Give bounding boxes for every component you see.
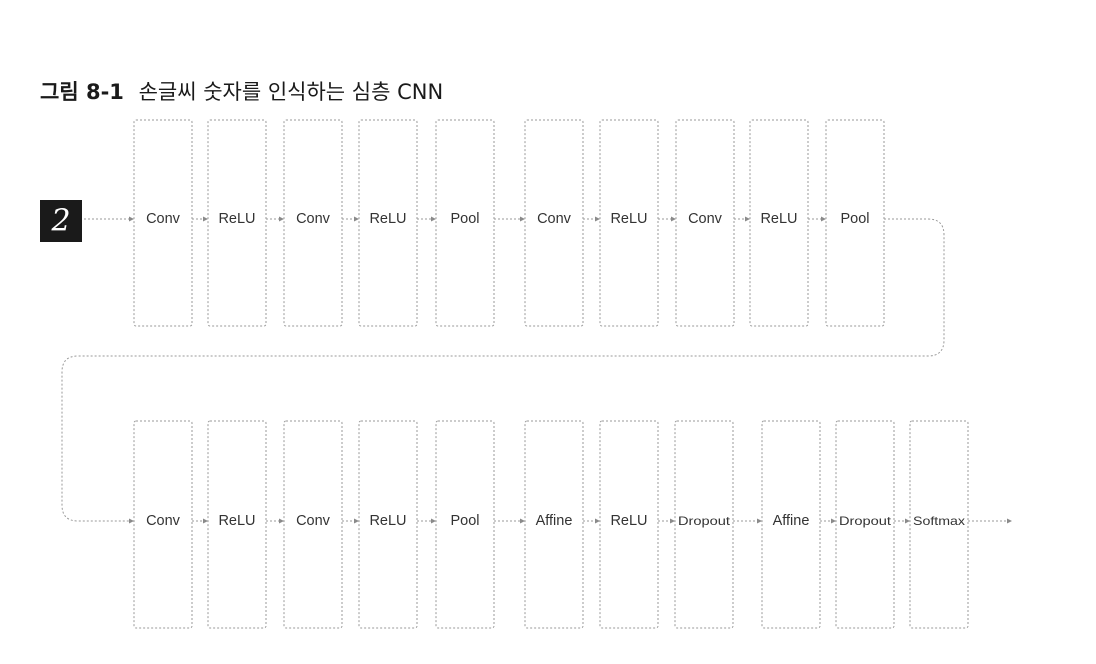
arrow-head bbox=[595, 518, 600, 524]
layer-dropout: Dropout bbox=[674, 420, 734, 629]
arrow-head bbox=[905, 518, 910, 524]
layer-box bbox=[599, 119, 659, 327]
arrow-head bbox=[431, 216, 436, 222]
arrow-head bbox=[279, 518, 284, 524]
figure-caption: 그림 8-1 손글씨 숫자를 인식하는 심층 CNN bbox=[40, 76, 443, 106]
layer-box bbox=[524, 119, 584, 327]
layer-relu: ReLU bbox=[207, 119, 267, 327]
arrow-head bbox=[354, 518, 359, 524]
input-arrow-head bbox=[129, 216, 134, 222]
layer-label: Conv bbox=[688, 211, 723, 227]
layer-box bbox=[435, 119, 495, 327]
layer-relu: ReLU bbox=[358, 119, 418, 327]
layer-box bbox=[283, 119, 343, 327]
layer-label: ReLU bbox=[369, 211, 406, 227]
layer-relu: ReLU bbox=[599, 420, 659, 629]
arrow-head bbox=[203, 216, 208, 222]
layer-pool: Pool bbox=[435, 119, 495, 327]
layer-label: Conv bbox=[146, 513, 181, 529]
layer-dropout: Dropout bbox=[835, 420, 895, 629]
layer-label: ReLU bbox=[610, 513, 647, 529]
arrow-head bbox=[520, 216, 525, 222]
layer-box bbox=[835, 420, 895, 629]
layer-box bbox=[761, 420, 821, 629]
layer-relu: ReLU bbox=[358, 420, 418, 629]
layer-label: Pool bbox=[450, 211, 479, 227]
layer-label: Affine bbox=[773, 513, 810, 529]
wrap-connector-head bbox=[129, 518, 134, 524]
arrow-head bbox=[354, 216, 359, 222]
layer-label: Dropout bbox=[678, 514, 731, 528]
arrow-head bbox=[671, 216, 676, 222]
arrow-head bbox=[670, 518, 675, 524]
layer-label: ReLU bbox=[369, 513, 406, 529]
output-arrow-head bbox=[1007, 518, 1012, 524]
layer-label: Pool bbox=[840, 211, 869, 227]
arrow-head bbox=[757, 518, 762, 524]
layer-label: Conv bbox=[296, 211, 331, 227]
layer-box bbox=[909, 420, 969, 629]
layer-conv: Conv bbox=[133, 119, 193, 327]
layer-box bbox=[358, 119, 418, 327]
layer-box bbox=[675, 119, 735, 327]
layer-conv: Conv bbox=[133, 420, 193, 629]
layer-label: ReLU bbox=[610, 211, 647, 227]
layer-box bbox=[674, 420, 734, 629]
layer-box bbox=[825, 119, 885, 327]
layer-label: Affine bbox=[536, 513, 573, 529]
layer-box bbox=[207, 420, 267, 629]
layer-box bbox=[207, 119, 267, 327]
layer-box bbox=[749, 119, 809, 327]
input-digit-image: 2 bbox=[40, 200, 82, 242]
layer-box bbox=[599, 420, 659, 629]
layer-softmax: Softmax bbox=[909, 420, 969, 629]
layer-box bbox=[524, 420, 584, 629]
layer-affine: Affine bbox=[761, 420, 821, 629]
layer-label: ReLU bbox=[218, 513, 255, 529]
arrow-head bbox=[431, 518, 436, 524]
layer-pool: Pool bbox=[825, 119, 885, 327]
layer-relu: ReLU bbox=[599, 119, 659, 327]
layer-conv: Conv bbox=[283, 420, 343, 629]
layer-label: Conv bbox=[537, 211, 572, 227]
arrow-head bbox=[595, 216, 600, 222]
figure-number: 그림 8-1 bbox=[40, 80, 124, 104]
layer-conv: Conv bbox=[283, 119, 343, 327]
input-digit: 2 bbox=[50, 204, 70, 239]
layer-box bbox=[283, 420, 343, 629]
layers: Conv ReLU Conv ReLU Pool Conv ReLU Conv ReLU Pool… bbox=[133, 119, 969, 629]
layer-conv: Conv bbox=[524, 119, 584, 327]
arrow-head bbox=[831, 518, 836, 524]
connectors bbox=[61, 216, 1012, 524]
arrow-head bbox=[745, 216, 750, 222]
layer-label: Conv bbox=[296, 513, 331, 529]
layer-box bbox=[358, 420, 418, 629]
layer-box bbox=[133, 119, 193, 327]
layer-label: Conv bbox=[146, 211, 181, 227]
layer-label: ReLU bbox=[218, 211, 255, 227]
layer-relu: ReLU bbox=[207, 420, 267, 629]
layer-pool: Pool bbox=[435, 420, 495, 629]
arrow-head bbox=[203, 518, 208, 524]
arrow-head bbox=[279, 216, 284, 222]
layer-conv: Conv bbox=[675, 119, 735, 327]
wrap-connector bbox=[61, 218, 945, 522]
layer-label: Dropout bbox=[839, 514, 892, 528]
layer-label: Softmax bbox=[913, 514, 965, 528]
layer-label: ReLU bbox=[760, 211, 797, 227]
layer-affine: Affine bbox=[524, 420, 584, 629]
layer-box bbox=[133, 420, 193, 629]
arrow-head bbox=[821, 216, 826, 222]
layer-box bbox=[435, 420, 495, 629]
layer-relu: ReLU bbox=[749, 119, 809, 327]
input-digit-background bbox=[40, 200, 82, 242]
figure-title: 손글씨 숫자를 인식하는 심층 CNN bbox=[138, 80, 444, 104]
arrow-head bbox=[520, 518, 525, 524]
layer-label: Pool bbox=[450, 513, 479, 529]
